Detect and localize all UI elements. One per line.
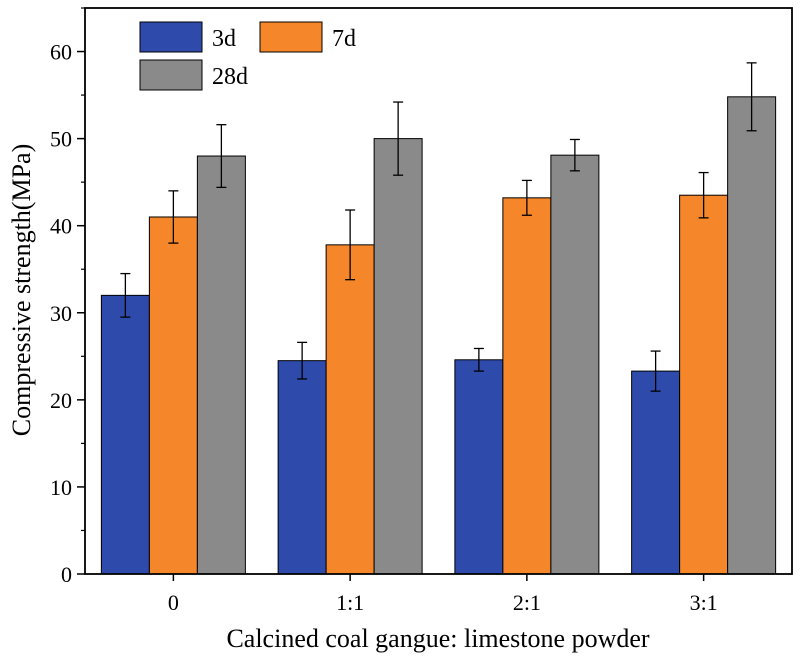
legend-label-28d: 28d — [212, 64, 248, 90]
bar-28d-2-1 — [550, 154, 600, 575]
bar-3d-0 — [100, 294, 150, 575]
bar-7d-1-1 — [325, 244, 375, 575]
legend-label-3d: 3d — [212, 26, 236, 52]
y-tick-label: 0 — [61, 562, 72, 587]
bar-28d-0 — [196, 155, 246, 575]
x-tick-label: 1:1 — [336, 590, 364, 615]
bar-28d-1-1 — [373, 138, 423, 575]
y-tick-label: 50 — [50, 127, 72, 152]
y-axis-title: Compressive strength(MPa) — [7, 144, 36, 436]
legend: 3d 7d 28d — [139, 21, 356, 91]
bars-layer — [100, 62, 777, 575]
x-tick-label: 3:1 — [690, 590, 718, 615]
bar-28d-3-1 — [727, 96, 777, 575]
bar-7d-3-1 — [679, 194, 729, 575]
y-tick-label: 30 — [50, 301, 72, 326]
y-tick-label: 40 — [50, 214, 72, 239]
x-tick-label: 2:1 — [513, 590, 541, 615]
y-tick-label: 20 — [50, 388, 72, 413]
legend-swatch-28d — [139, 59, 203, 91]
legend-swatch-3d — [139, 21, 203, 53]
bar-3d-2-1 — [454, 359, 504, 575]
plot-frame — [84, 7, 793, 575]
x-axis-title: Calcined coal gangue: limestone powder — [226, 624, 649, 653]
x-tick-label: 0 — [168, 590, 179, 615]
bar-7d-0 — [148, 216, 198, 575]
bar-7d-2-1 — [502, 197, 552, 575]
bar-3d-1-1 — [277, 360, 327, 575]
axes-layer: 0 1:1 2:1 3:1 0 10 20 30 40 50 60 — [50, 7, 793, 615]
legend-label-7d: 7d — [332, 26, 356, 52]
legend-swatch-7d — [259, 21, 323, 53]
y-tick-label: 10 — [50, 475, 72, 500]
bar-3d-3-1 — [631, 370, 681, 575]
y-tick-label: 60 — [50, 40, 72, 65]
